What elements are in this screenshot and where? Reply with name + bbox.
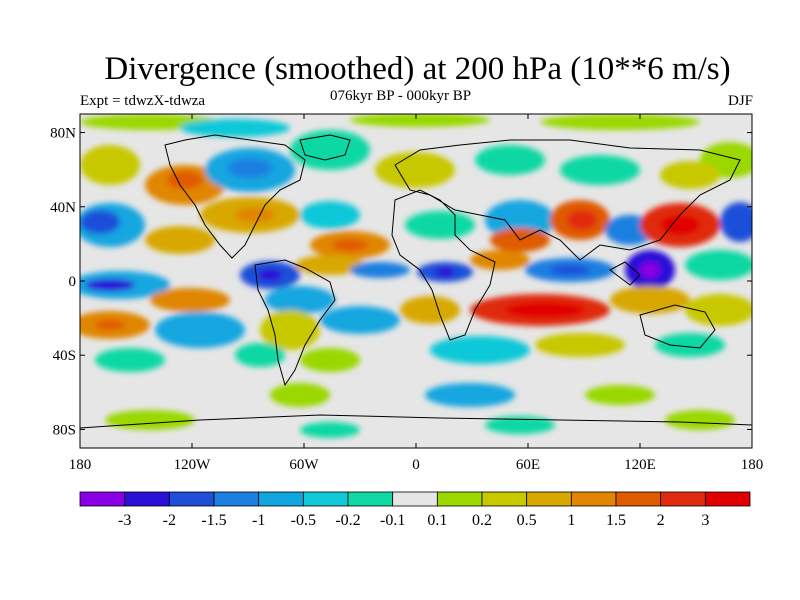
colorbar-swatch bbox=[79, 491, 126, 507]
chart-title: Divergence (smoothed) at 200 hPa (10**6 … bbox=[104, 51, 731, 87]
colorbar-label: -0.5 bbox=[291, 512, 316, 529]
colorbar-swatch bbox=[436, 491, 483, 507]
lon-tick-label: 120W bbox=[174, 457, 212, 473]
lon-tick-label: 60W bbox=[289, 457, 319, 473]
coastlines bbox=[80, 134, 752, 429]
colorbar-label: 0.5 bbox=[517, 512, 537, 529]
colorbar-swatch bbox=[570, 491, 617, 507]
colorbar-swatch bbox=[258, 491, 304, 507]
colorbar-label: 1.5 bbox=[606, 512, 626, 529]
colorbar-swatch bbox=[704, 491, 751, 507]
colorbar-swatch bbox=[347, 491, 394, 507]
colorbar-label: 1 bbox=[567, 512, 575, 529]
lon-tick-label: 180 bbox=[741, 457, 764, 473]
colorbar-swatch bbox=[660, 491, 706, 507]
colorbar-label: 0.1 bbox=[427, 512, 447, 529]
colorbar-swatch bbox=[392, 491, 438, 507]
lon-tick-label: 120E bbox=[624, 457, 656, 473]
colorbar-swatch bbox=[615, 491, 662, 507]
colorbar-label: -0.1 bbox=[380, 512, 405, 529]
colorbar-label: 2 bbox=[657, 512, 665, 529]
colorbar-swatch bbox=[526, 491, 572, 507]
colorbar-swatch bbox=[302, 491, 349, 507]
longitude-axis: 180 120W 60W 0 60E 120E 180 bbox=[69, 114, 764, 473]
lon-tick-label: 180 bbox=[69, 457, 92, 473]
colorbar-label: -3 bbox=[118, 512, 131, 529]
map-field bbox=[80, 114, 752, 448]
lat-tick-label: 80N bbox=[50, 126, 76, 142]
colorbar-swatch bbox=[213, 491, 260, 507]
chart-subtitle: 076kyr BP - 000kyr BP bbox=[330, 88, 472, 104]
colorbar-label: -0.2 bbox=[335, 512, 360, 529]
lon-tick-label: 0 bbox=[412, 457, 420, 473]
lon-tick-label: 60E bbox=[516, 457, 540, 473]
colorbar: -3 -2 -1.5 -1 -0.5 -0.2 -0.1 0.1 0.2 0.5 1 1.5 2 3 bbox=[79, 491, 751, 529]
colorbar-label: 0.2 bbox=[472, 512, 492, 529]
colorbar-swatch bbox=[481, 491, 528, 507]
colorbar-label: -2 bbox=[163, 512, 176, 529]
colorbar-label: -1 bbox=[252, 512, 265, 529]
lat-tick-label: 40N bbox=[50, 200, 76, 216]
colorbar-label: -1.5 bbox=[201, 512, 226, 529]
colorbar-label: 3 bbox=[701, 512, 709, 529]
season-label: DJF bbox=[727, 93, 753, 109]
lat-tick-label: 80S bbox=[53, 422, 76, 438]
latitude-axis: 80N 40N 0 40S 80S bbox=[50, 126, 752, 438]
colorbar-swatch bbox=[124, 491, 170, 507]
lat-tick-label: 40S bbox=[53, 348, 76, 364]
colorbar-swatch bbox=[168, 491, 215, 507]
experiment-label: Expt = tdwzX-tdwza bbox=[80, 93, 206, 109]
lat-tick-label: 0 bbox=[69, 274, 77, 290]
